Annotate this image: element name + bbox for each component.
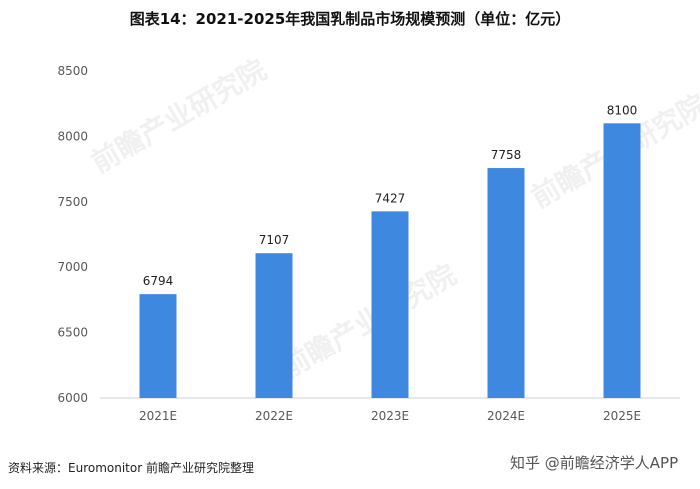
- data-label: 8100: [607, 103, 638, 117]
- bar: [371, 211, 409, 398]
- bar: [487, 168, 525, 398]
- y-tick-label: 6000: [57, 391, 88, 405]
- x-tick-label: 2022E: [255, 409, 293, 423]
- source-note: 资料来源：Euromonitor 前瞻产业研究院整理: [8, 461, 254, 475]
- chart-title: 图表14：2021-2025年我国乳制品市场规模预测（单位：亿元）: [129, 10, 571, 28]
- data-label: 7107: [259, 233, 290, 247]
- data-label: 6794: [143, 274, 174, 288]
- y-tick-label: 7000: [57, 260, 88, 274]
- y-tick-label: 8500: [57, 64, 88, 78]
- x-tick-label: 2024E: [487, 409, 525, 423]
- y-tick-label: 6500: [57, 326, 88, 340]
- data-label: 7758: [491, 148, 522, 162]
- data-label: 7427: [375, 191, 406, 205]
- x-tick-label: 2023E: [371, 409, 409, 423]
- x-tick-label: 2025E: [603, 409, 641, 423]
- bar: [139, 294, 177, 398]
- credit-text: 知乎 @前瞻经济学人APP: [510, 454, 679, 472]
- bar: [255, 253, 293, 398]
- bar: [603, 123, 641, 398]
- y-tick-label: 8000: [57, 129, 88, 143]
- x-tick-label: 2021E: [139, 409, 177, 423]
- y-tick-label: 7500: [57, 195, 88, 209]
